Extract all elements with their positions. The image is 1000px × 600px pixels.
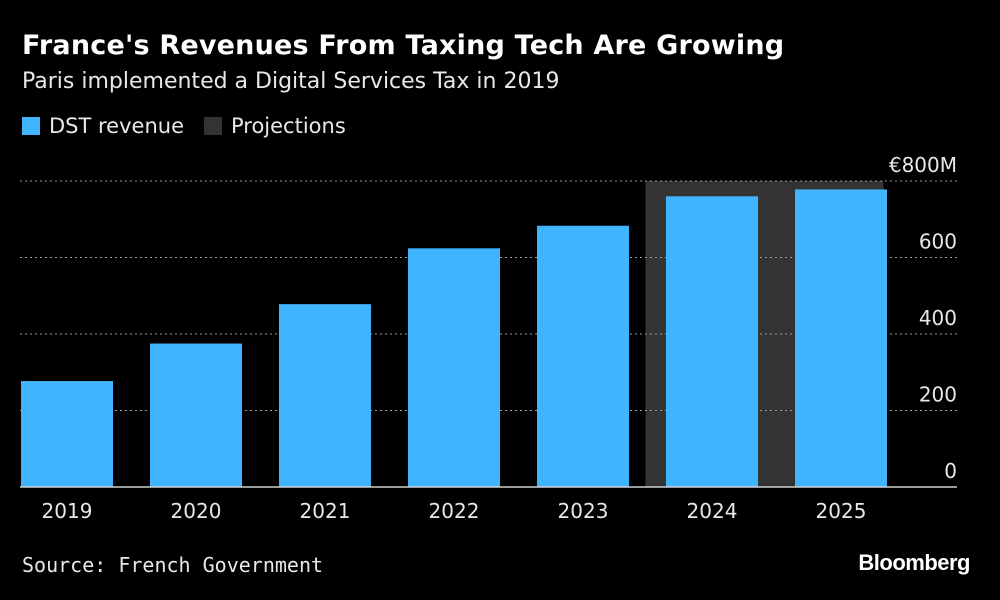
x-tick-label-2023: 2023 [558,499,609,523]
bar-2023 [537,225,629,487]
legend-label-projections: Projections [230,114,346,138]
bar-2021 [279,304,371,487]
bar-2019 [21,381,113,487]
legend: DST revenue Projections [22,114,366,138]
source-note: Source: French Government [22,553,324,577]
bloomberg-logo: Bloomberg [858,550,970,575]
x-tick-label-2019: 2019 [42,499,93,523]
x-tick-label-2021: 2021 [300,499,351,523]
bar-2025 [795,189,887,488]
y-tick-label-400: 400 [919,306,957,330]
y-tick-label-600: 600 [919,230,957,254]
x-tick-label-2022: 2022 [429,499,480,523]
y-tick-label-0: 0 [944,459,957,483]
bar-2020 [150,343,242,487]
x-tick-label-2025: 2025 [816,499,867,523]
y-tick-label-200: 200 [919,383,957,407]
y-tick-label-800: €800M [889,153,957,177]
x-tick-label-2024: 2024 [687,499,738,523]
chart-subtitle: Paris implemented a Digital Services Tax… [22,69,560,94]
legend-swatch-projections [203,117,222,135]
legend-item-projections: Projections [203,114,346,138]
x-tick-label-2020: 2020 [171,499,222,523]
legend-swatch-dst-revenue [22,117,40,135]
legend-item-dst-revenue: DST revenue [22,114,184,138]
bar-2024 [666,196,758,488]
bar-2022 [408,248,500,487]
chart-title: France's Revenues From Taxing Tech Are G… [22,30,785,61]
legend-label-dst-revenue: DST revenue [49,114,184,138]
